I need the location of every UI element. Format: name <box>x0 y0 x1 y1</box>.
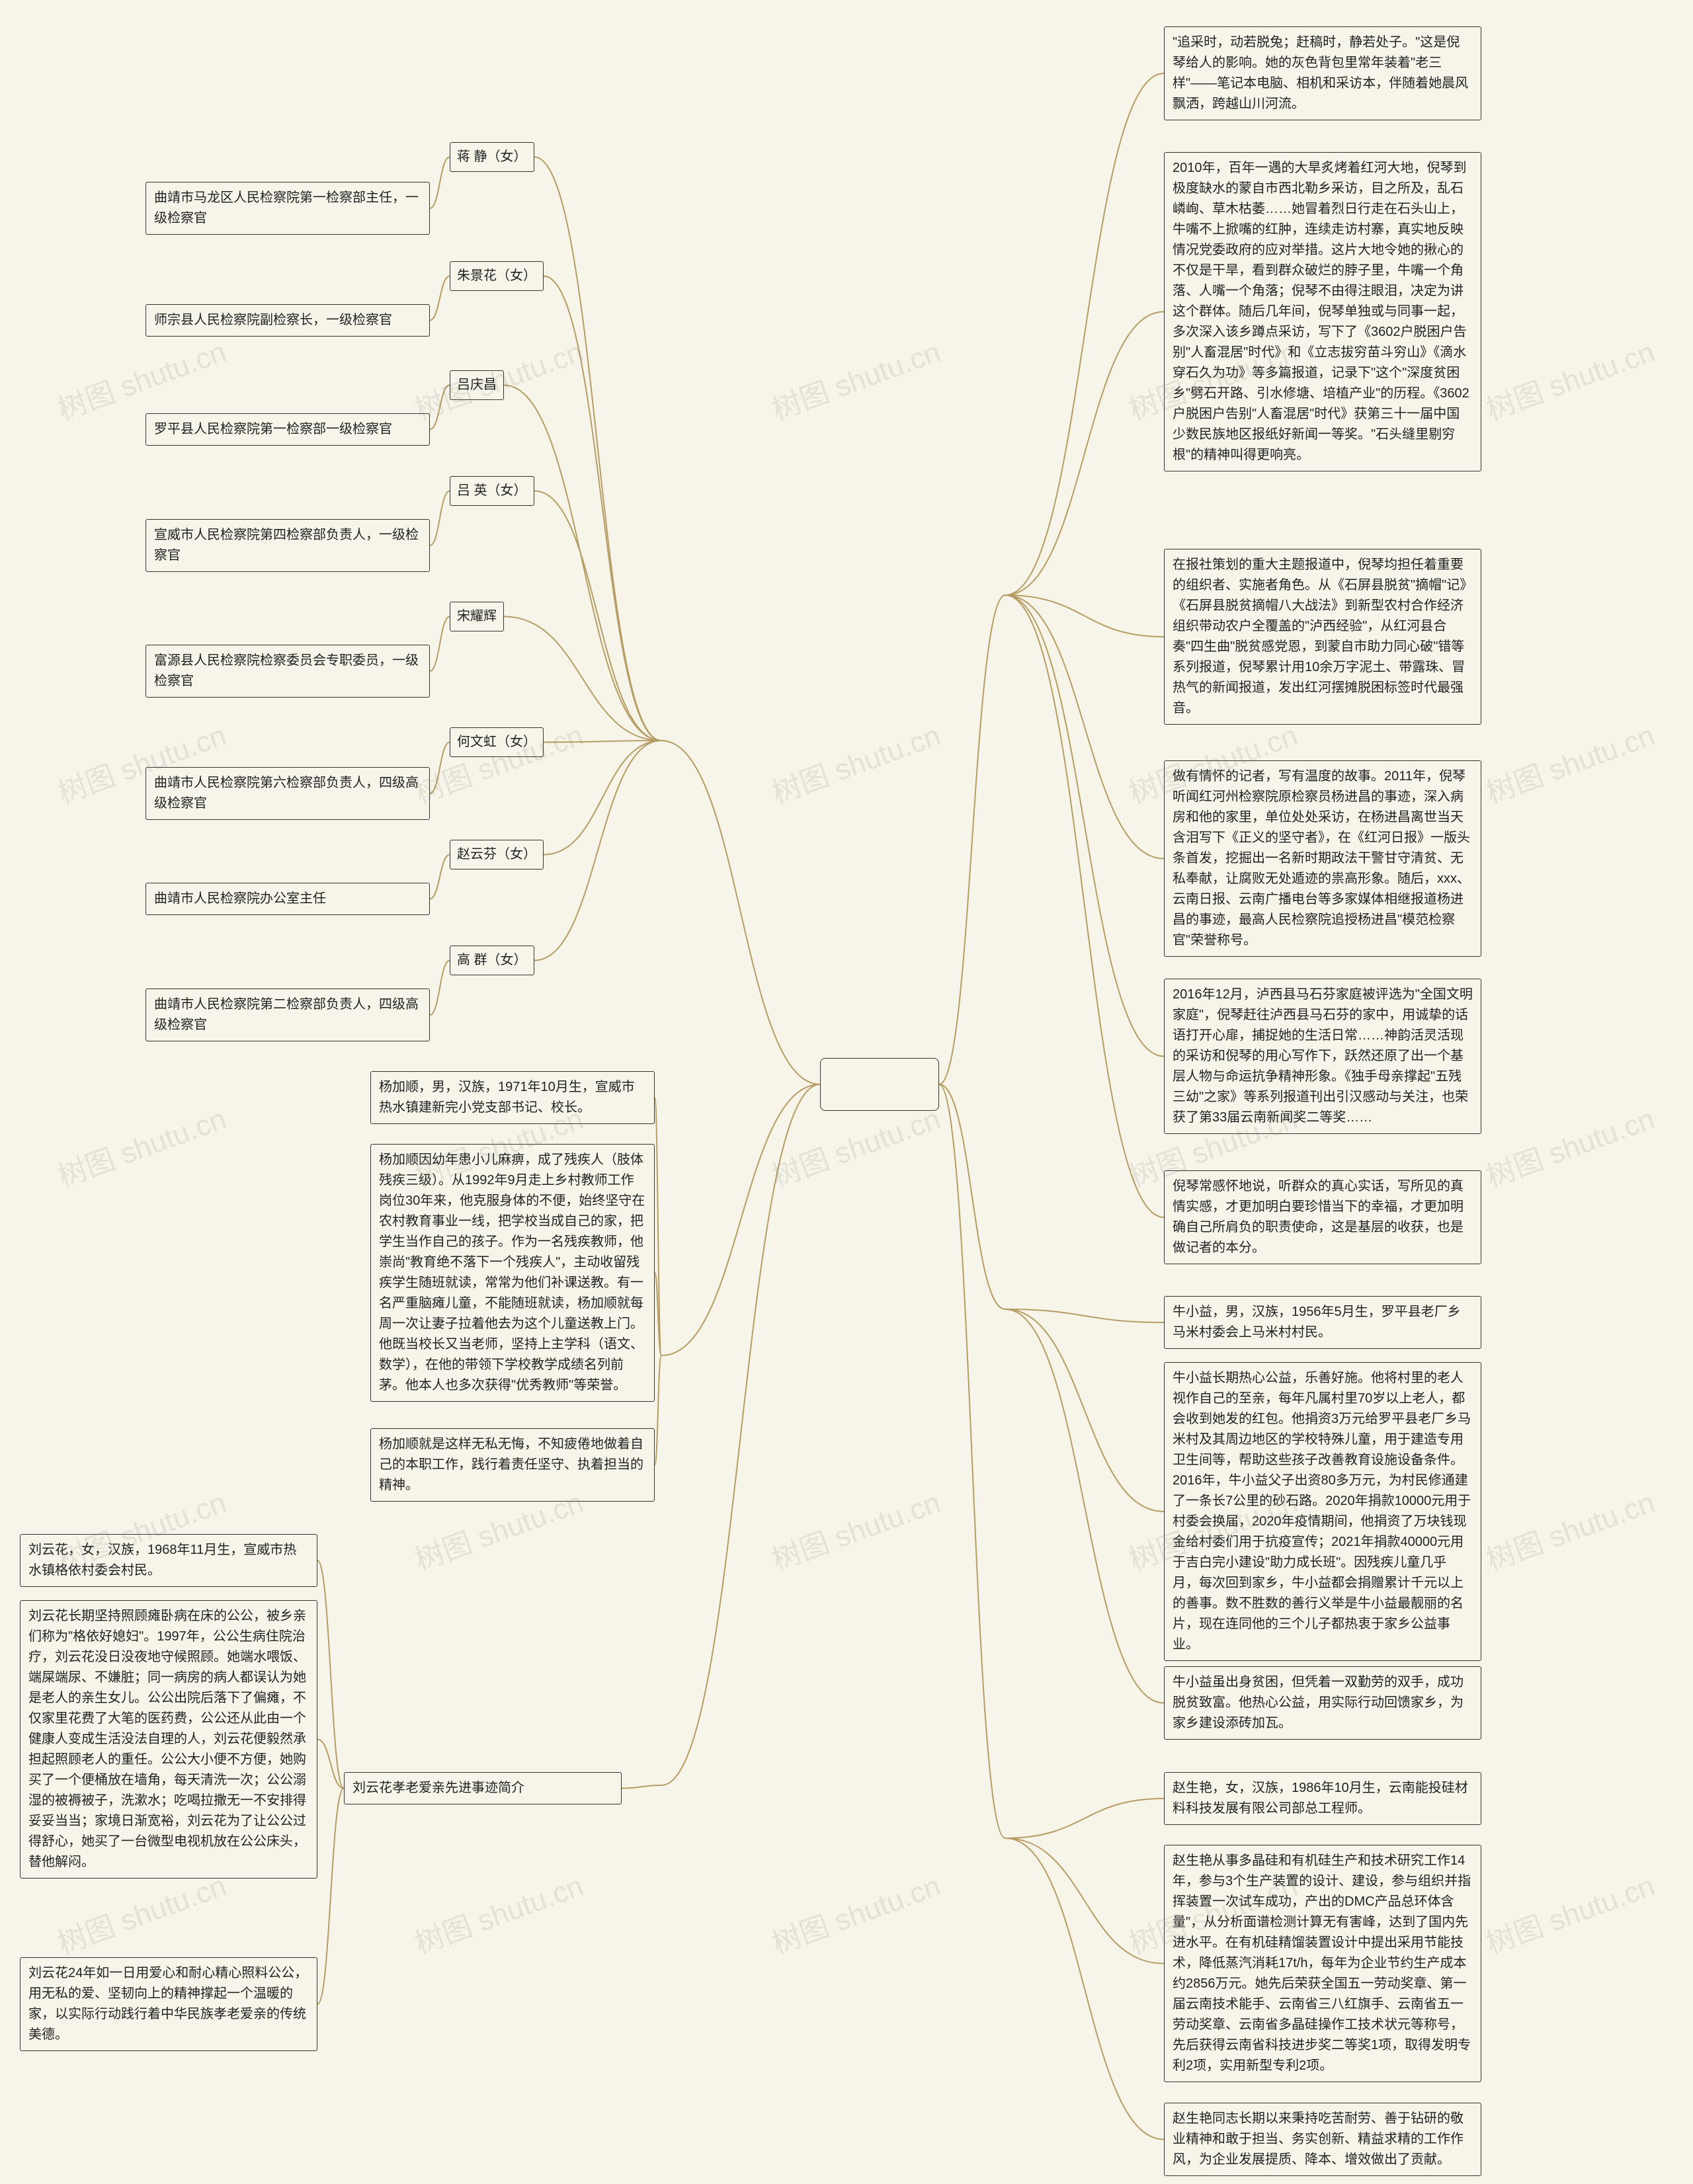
watermark: 树图 shutu.cn <box>1479 1095 1659 1195</box>
watermark: 树图 shutu.cn <box>1479 1478 1659 1578</box>
rb2a: 牛小益，男，汉族，1956年5月生，罗平县老厂乡马米村委会上马米村村民。 <box>1164 1296 1481 1349</box>
n_gaoqun: 高 群（女） <box>450 946 534 975</box>
n_hewenhong: 何文虹（女） <box>450 727 544 757</box>
watermark: 树图 shutu.cn <box>1479 711 1659 811</box>
lb3a: 刘云花，女，汉族，1968年11月生，宣威市热水镇格依村委会村民。 <box>20 1534 317 1587</box>
n_lvqingchang: 吕庆昌 <box>450 370 504 400</box>
watermark: 树图 shutu.cn <box>408 1862 588 1962</box>
rb1b: 2010年，百年一遇的大旱炙烤着红河大地，倪琴到极度缺水的蒙自市西北勒乡采访，目… <box>1164 152 1481 471</box>
rb1f: 倪琴常感怀地说，听群众的真心实话，写所见的真情实感，才更加明白要珍惜当下的幸福，… <box>1164 1170 1481 1264</box>
lb2a: 杨加顺，男，汉族，1971年10月生，宣威市热水镇建新完小党支部书记、校长。 <box>370 1071 655 1124</box>
c_lvying: 宣威市人民检察院第四检察部负责人，一级检察官 <box>145 519 430 572</box>
n_zhujinghua: 朱景花（女） <box>450 261 544 291</box>
n_zhaoyunfen: 赵云芬（女） <box>450 840 544 870</box>
center-node <box>820 1058 939 1111</box>
c_jiangjing: 曲靖市马龙区人民检察院第一检察部主任，一级检察官 <box>145 182 430 235</box>
watermark: 树图 shutu.cn <box>765 328 945 428</box>
c_zhaoyunfen: 曲靖市人民检察院办公室主任 <box>145 883 430 915</box>
lb3c: 刘云花24年如一日用爱心和耐心精心照料公公，用无私的爱、坚韧向上的精神撑起一个温… <box>20 1957 317 2051</box>
lb2c: 杨加顺就是这样无私无悔，不知疲倦地做着自己的本职工作，践行着责任坚守、执着担当的… <box>370 1428 655 1502</box>
lb3t: 刘云花孝老爱亲先进事迹简介 <box>344 1772 622 1804</box>
c_songyaohui: 富源县人民检察院检察委员会专职委员，一级检察官 <box>145 645 430 698</box>
watermark: 树图 shutu.cn <box>51 1095 231 1195</box>
rb3b: 赵生艳从事多晶硅和有机硅生产和技术研究工作14年，参与3个生产装置的设计、建设，… <box>1164 1845 1481 2082</box>
rb1d: 做有情怀的记者，写有温度的故事。2011年，倪琴听闻红河州检察院原检察员杨进昌的… <box>1164 760 1481 957</box>
watermark: 树图 shutu.cn <box>1479 1862 1659 1962</box>
rb2b: 牛小益长期热心公益，乐善好施。他将村里的老人视作自己的至亲，每年凡属村里70岁以… <box>1164 1362 1481 1661</box>
watermark: 树图 shutu.cn <box>765 1862 945 1962</box>
rb1c: 在报社策划的重大主题报道中，倪琴均担任着重要的组织者、实施者角色。从《石屏县脱贫… <box>1164 549 1481 725</box>
rb3a: 赵生艳，女，汉族，1986年10月生，云南能投硅材料科技发展有限公司部总工程师。 <box>1164 1772 1481 1825</box>
rb1e: 2016年12月，泸西县马石芬家庭被评选为"全国文明家庭"，倪琴赶往泸西县马石芬… <box>1164 979 1481 1134</box>
n_songyaohui: 宋耀辉 <box>450 602 504 631</box>
c_zhujinghua: 师宗县人民检察院副检察长，一级检察官 <box>145 304 430 337</box>
c_gaoqun: 曲靖市人民检察院第二检察部负责人，四级高级检察官 <box>145 989 430 1041</box>
rb2c: 牛小益虽出身贫困，但凭着一双勤劳的双手，成功脱贫致富。他热心公益，用实际行动回馈… <box>1164 1666 1481 1740</box>
watermark: 树图 shutu.cn <box>765 711 945 811</box>
rb3c: 赵生艳同志长期以来秉持吃苦耐劳、善于钻研的敬业精神和敢于担当、务实创新、精益求精… <box>1164 2103 1481 2176</box>
lb3b: 刘云花长期坚持照顾瘫卧病在床的公公，被乡亲们称为"格依好媳妇"。1997年，公公… <box>20 1600 317 1879</box>
c_lvqingchang: 罗平县人民检察院第一检察部一级检察官 <box>145 413 430 446</box>
rb1a: "追采时，动若脱兔；赶稿时，静若处子。"这是倪琴给人的影响。她的灰色背包里常年装… <box>1164 26 1481 120</box>
watermark: 树图 shutu.cn <box>1479 328 1659 428</box>
n_lvying: 吕 英（女） <box>450 476 534 506</box>
watermark: 树图 shutu.cn <box>765 1478 945 1578</box>
lb2b: 杨加顺因幼年患小儿麻痹，成了残疾人（肢体残疾三级）。从1992年9月走上乡村教师… <box>370 1144 655 1402</box>
c_hewenhong: 曲靖市人民检察院第六检察部负责人，四级高级检察官 <box>145 767 430 820</box>
n_jiangjing: 蒋 静（女） <box>450 142 534 172</box>
